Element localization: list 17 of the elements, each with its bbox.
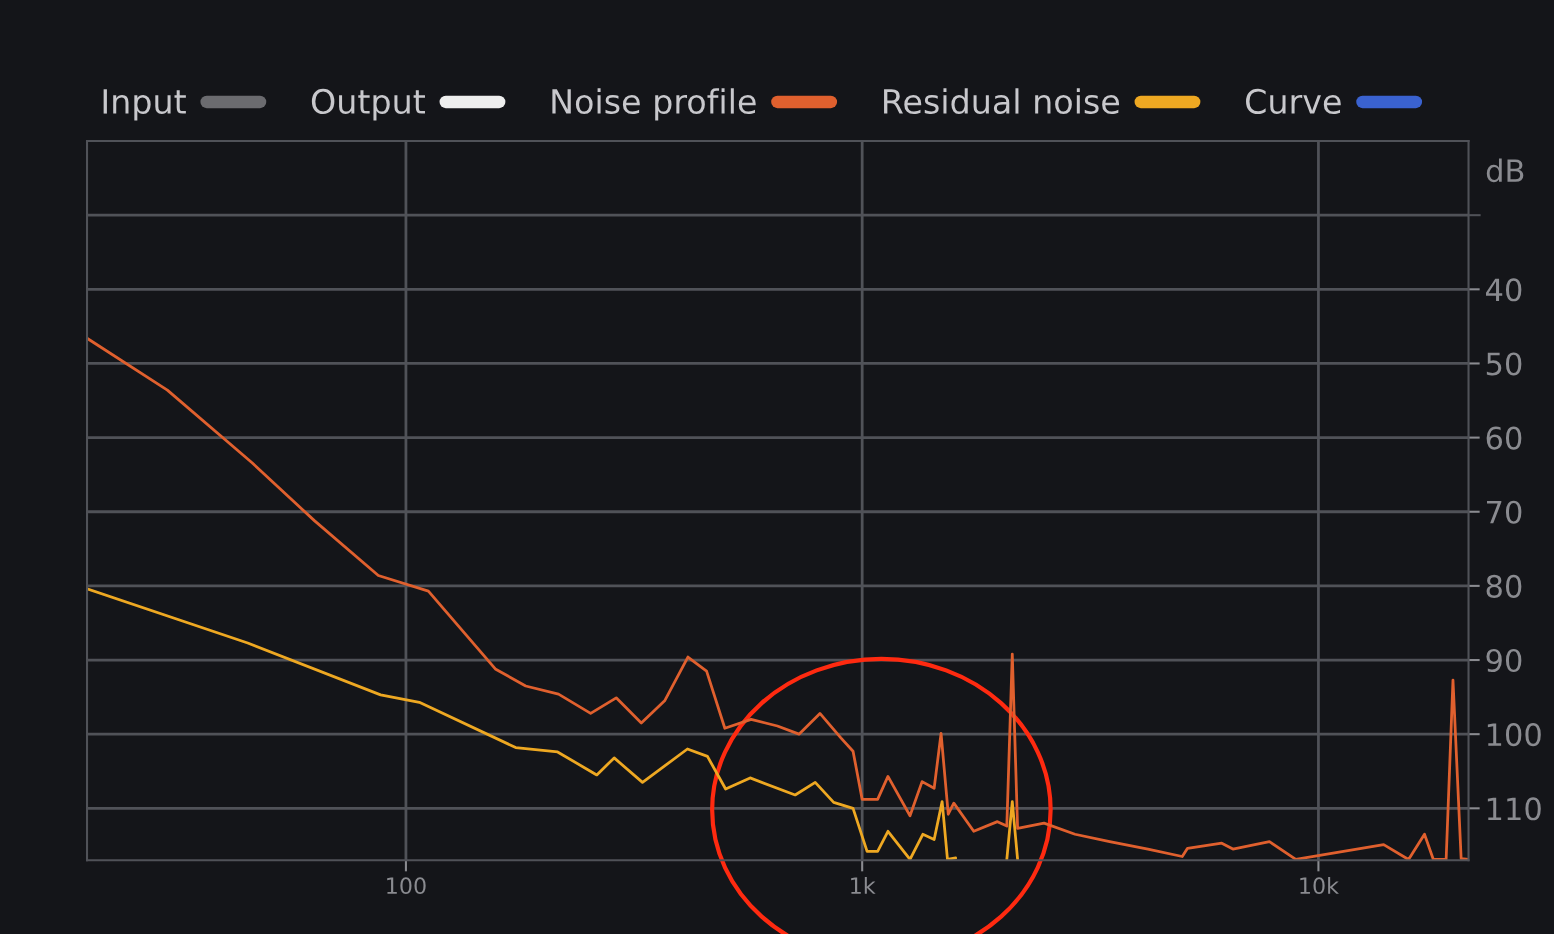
- x-tick-label: 100: [387, 877, 426, 895]
- y-tick-label: 60: [1486, 426, 1522, 450]
- y-tick-label: 70: [1487, 500, 1522, 524]
- legend-label: Input: [103, 89, 186, 121]
- legend-label: Noise profile: [552, 88, 756, 121]
- x-tick-label: 10k: [1300, 876, 1339, 895]
- y-tick-label: 90: [1486, 648, 1522, 673]
- y-tick-label: 40: [1486, 278, 1522, 302]
- y-tick-label: 80: [1486, 574, 1522, 598]
- y-tick-label: 100: [1487, 723, 1541, 747]
- y-axis-title: dB: [1486, 158, 1524, 183]
- y-tick-label: 110: [1487, 797, 1541, 821]
- y-tick-label: 50: [1486, 352, 1522, 376]
- legend-label: Curve: [1246, 88, 1341, 115]
- legend-label: Residual noise: [884, 88, 1120, 115]
- x-tick-label: 1k: [851, 876, 876, 894]
- legend-label: Output: [311, 88, 425, 121]
